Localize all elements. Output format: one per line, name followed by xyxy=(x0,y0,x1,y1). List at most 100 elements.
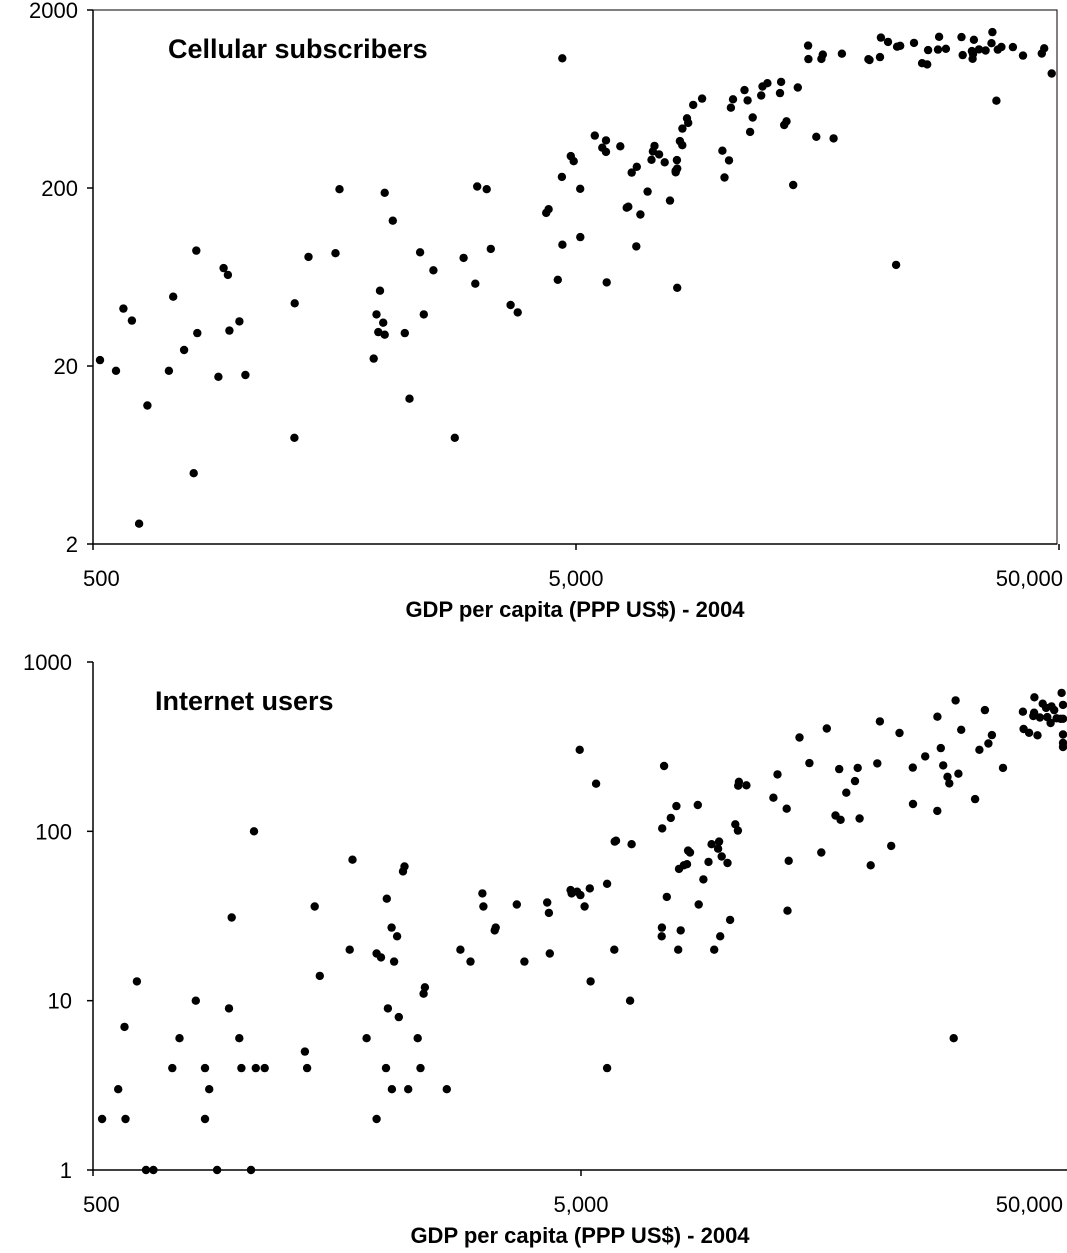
internet-data-point xyxy=(908,763,917,772)
internet-data-point xyxy=(300,1047,310,1056)
internet-data-point xyxy=(246,1165,256,1175)
cellular-data-point xyxy=(818,50,827,59)
internet-data-point xyxy=(121,1114,130,1124)
cellular-data-point xyxy=(789,180,798,190)
cellular-data-point xyxy=(745,127,755,137)
cellular-data-point xyxy=(987,39,996,48)
cellular-data-point xyxy=(997,42,1006,52)
cellular-y-tick-label: 2000 xyxy=(29,0,78,23)
cellular-data-point xyxy=(718,146,727,155)
internet-data-point xyxy=(1057,688,1066,698)
cellular-data-point xyxy=(804,54,813,64)
internet-data-point xyxy=(704,857,713,867)
cellular-data-point xyxy=(896,41,905,50)
cellular-data-point xyxy=(684,118,693,128)
internet-data-point xyxy=(842,788,851,797)
cellular-data-point xyxy=(743,96,752,105)
cellular-data-point xyxy=(219,263,228,273)
internet-data-point xyxy=(795,733,804,742)
cellular-data-point xyxy=(969,35,979,44)
cellular-data-point xyxy=(941,44,951,53)
cellular-data-point xyxy=(576,232,585,242)
cellular-data-point xyxy=(415,248,425,257)
internet-data-point xyxy=(315,971,324,981)
internet-x-axis-label: GDP per capita (PPP US$) - 2004 xyxy=(410,1223,750,1248)
cellular-data-point xyxy=(672,155,682,165)
cellular-data-point xyxy=(223,270,233,280)
cellular-title: Cellular subscribers xyxy=(168,34,428,64)
internet-data-point xyxy=(235,1034,244,1043)
internet-data-point xyxy=(853,763,862,773)
internet-data-point xyxy=(657,932,666,941)
cellular-x-tick-label: 50,000 xyxy=(996,566,1063,591)
internet-data-point xyxy=(984,739,993,748)
cellular-chart: Cellular subscribers 2 20 200 2000 500 5,000 5… xyxy=(29,0,1063,622)
cellular-y-tick-label: 200 xyxy=(41,176,78,201)
internet-data-point xyxy=(585,884,594,893)
internet-data-point xyxy=(822,724,831,733)
internet-data-point xyxy=(1046,718,1055,728)
internet-data-point xyxy=(387,1085,397,1094)
internet-data-point xyxy=(191,996,200,1005)
cellular-data-point xyxy=(1047,69,1056,78)
cellular-data-point xyxy=(372,310,381,319)
internet-data-point xyxy=(97,1114,107,1124)
internet-data-point xyxy=(731,820,740,829)
internet-data-point xyxy=(610,945,619,954)
internet-data-point xyxy=(575,745,584,754)
internet-data-point xyxy=(392,932,402,941)
internet-data-point xyxy=(921,752,930,761)
cellular-data-point xyxy=(757,91,766,100)
cellular-data-point xyxy=(891,260,901,270)
internet-data-point xyxy=(1050,705,1059,715)
internet-data-point xyxy=(943,772,952,781)
cellular-data-point xyxy=(169,292,178,301)
internet-data-point xyxy=(479,902,488,911)
cellular-data-point xyxy=(601,147,611,157)
cellular-data-point xyxy=(689,100,698,110)
cellular-data-point xyxy=(1008,42,1018,52)
internet-data-point xyxy=(348,855,357,864)
internet-data-point xyxy=(545,949,554,958)
cellular-data-point xyxy=(624,202,633,211)
cellular-data-point xyxy=(673,283,682,292)
cellular-data-point xyxy=(429,266,438,275)
internet-data-point xyxy=(1058,742,1067,752)
cellular-data-point xyxy=(486,244,495,254)
cellular-data-point xyxy=(380,188,389,197)
cellular-data-point xyxy=(837,49,847,58)
internet-data-point xyxy=(120,1022,129,1032)
internet-data-point xyxy=(676,926,685,935)
cellular-data-point xyxy=(471,279,480,288)
cellular-data-point xyxy=(650,141,659,151)
internet-data-point xyxy=(682,860,692,869)
internet-data-point xyxy=(249,827,259,836)
internet-title: Internet users xyxy=(155,686,334,716)
cellular-data-point xyxy=(726,103,736,112)
internet-data-point xyxy=(302,1063,312,1073)
cellular-data-point xyxy=(95,355,105,365)
cellular-data-point xyxy=(553,275,562,284)
internet-data-point xyxy=(260,1063,269,1073)
internet-data-point xyxy=(666,813,675,823)
internet-data-point xyxy=(413,1034,422,1043)
internet-data-point xyxy=(658,824,667,833)
internet-data-point xyxy=(520,957,529,966)
cellular-data-point xyxy=(678,124,687,133)
internet-data-point xyxy=(734,777,744,786)
cellular-data-point xyxy=(241,370,250,380)
internet-data-point xyxy=(1030,693,1039,702)
cellular-data-point xyxy=(776,77,786,87)
internet-data-point xyxy=(742,781,751,790)
internet-data-point xyxy=(873,759,882,768)
cellular-data-point xyxy=(214,372,223,381)
cellular-data-point xyxy=(405,394,414,403)
internet-data-point xyxy=(954,769,963,778)
internet-data-point xyxy=(949,1034,958,1043)
internet-data-point xyxy=(970,794,980,804)
internet-data-point xyxy=(866,861,875,870)
cellular-data-point xyxy=(179,345,189,355)
cellular-data-point xyxy=(909,38,919,48)
cellular-data-point xyxy=(643,187,652,196)
cellular-data-point xyxy=(636,210,645,219)
